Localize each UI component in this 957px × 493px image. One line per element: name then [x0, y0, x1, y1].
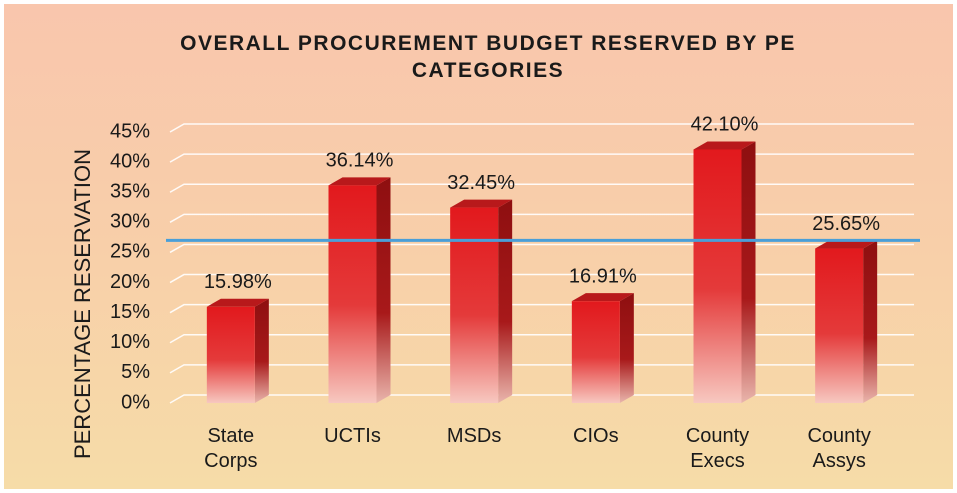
data-label: 15.98%	[204, 271, 272, 293]
x-tick-label: State Corps	[204, 425, 258, 472]
grid-line	[169, 153, 914, 163]
bar-side	[741, 141, 756, 403]
x-tick-label: County Execs	[685, 425, 750, 472]
x-tick-label: UCTIs	[324, 425, 381, 447]
bar-top	[450, 199, 513, 208]
bar-front	[328, 185, 377, 403]
bar	[571, 293, 634, 403]
bar	[206, 298, 269, 403]
grid-line	[169, 123, 914, 133]
data-label: 42.10%	[691, 114, 759, 136]
y-tick-label: 40%	[110, 150, 150, 172]
chart: PERCENTAGE RESERVATION 0% 5% 10% 15% 20% 25% 3…	[70, 114, 920, 459]
bar-top	[571, 293, 634, 302]
bar-side	[376, 177, 391, 403]
bar	[450, 199, 513, 403]
grid-line	[169, 334, 914, 344]
y-tick-label: 25%	[110, 241, 150, 263]
y-tick-label: 0%	[121, 391, 150, 413]
y-tick-label: 10%	[110, 331, 150, 353]
y-tick-label: 20%	[110, 271, 150, 293]
y-tick-label: 45%	[110, 120, 150, 142]
data-label: 25.65%	[812, 213, 880, 235]
y-tick-label: 15%	[110, 301, 150, 323]
bar-front	[815, 248, 864, 403]
bar-front	[450, 207, 499, 403]
bar	[328, 177, 391, 403]
data-label: 16.91%	[569, 265, 637, 287]
bar-side	[498, 199, 513, 403]
data-label: 32.45%	[447, 172, 515, 194]
bar-top	[815, 240, 878, 249]
bar-front	[693, 149, 742, 403]
data-label: 36.14%	[326, 150, 394, 172]
bar	[693, 141, 756, 403]
bar-side	[619, 293, 634, 403]
bar	[815, 240, 878, 403]
chart-title: OVERALL PROCUREMENT BUDGET RESERVED BY P…	[180, 32, 796, 82]
y-tick-label: 35%	[110, 181, 150, 203]
grid-line	[169, 273, 914, 284]
x-tick-label: MSDs	[446, 425, 502, 447]
grid-line	[169, 303, 914, 314]
grid-line	[169, 183, 914, 193]
x-tick-label: County Assys	[807, 425, 871, 472]
bar-top	[693, 141, 756, 150]
grid-line	[169, 213, 914, 223]
bar-top	[328, 177, 391, 186]
x-tick-label: CIOs	[573, 425, 619, 447]
grid-line	[169, 394, 914, 404]
bar-front	[206, 306, 255, 403]
y-axis-label: PERCENTAGE RESERVATION	[70, 149, 95, 459]
grid-line	[169, 364, 914, 374]
y-tick-label: 5%	[121, 361, 150, 383]
bar-side	[863, 240, 878, 403]
bar-top	[206, 298, 269, 307]
bar-front	[571, 301, 620, 403]
bar-side	[254, 298, 269, 403]
y-tick-label: 30%	[110, 211, 150, 233]
chart-background: PERCENTAGE RESERVATION 0% 5% 10% 15% 20% 25% 3…	[4, 4, 953, 489]
grid-line	[169, 243, 914, 254]
